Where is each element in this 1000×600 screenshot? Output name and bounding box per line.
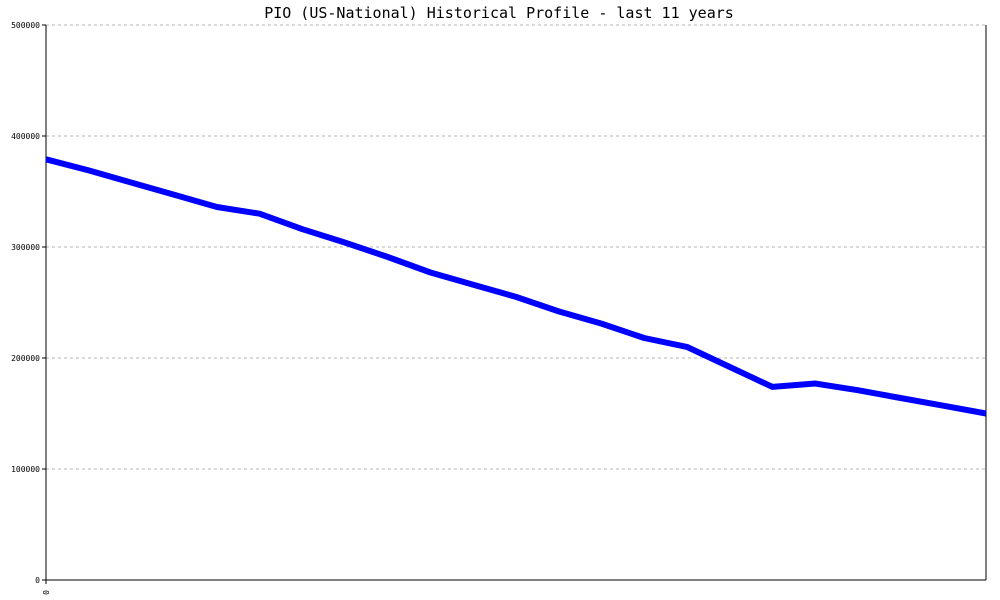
- y-tick-label: 100000: [11, 465, 40, 474]
- y-tick-label: 200000: [11, 354, 40, 363]
- series-line: [45, 156, 987, 417]
- y-tick-label: 400000: [11, 132, 40, 141]
- chart-title: PIO (US-National) Historical Profile - l…: [264, 4, 734, 22]
- y-tick-label: 0: [35, 576, 40, 585]
- x-tick-label: 0: [42, 590, 51, 595]
- x-axis-ticks: 0: [42, 580, 51, 595]
- grid-lines: [46, 24, 986, 470]
- y-tick-label: 500000: [11, 21, 40, 30]
- y-tick-label: 300000: [11, 243, 40, 252]
- y-axis-ticks: 0 100000 200000 300000 400000 500000: [11, 21, 46, 585]
